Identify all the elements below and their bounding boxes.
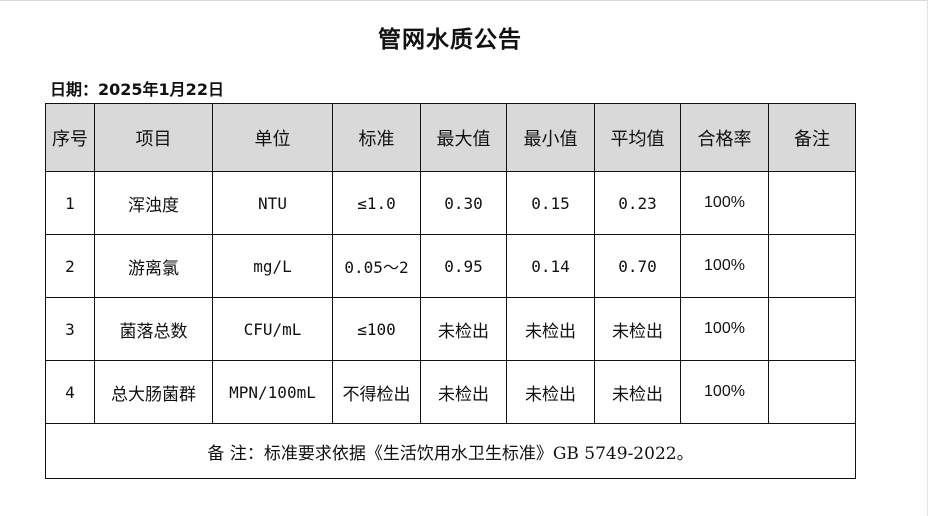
cell-item: 浑浊度 — [94, 171, 213, 235]
cell-min: 0.14 — [506, 234, 595, 298]
header-pass-rate: 合格率 — [680, 103, 769, 172]
cell-standard: ≤1.0 — [332, 171, 421, 235]
page-title: 管网水质公告 — [378, 27, 522, 53]
cell-unit: mg/L — [212, 234, 333, 298]
top-border-line — [0, 0, 928, 1]
table-row: 3 菌落总数 CFU/mL ≤100 未检出 未检出 未检出 100% — [45, 297, 856, 361]
water-quality-table: 序号 项目 单位 标准 最大值 最小值 平均值 合格率 备注 1 浑浊度 NTU… — [45, 103, 856, 479]
date-label: 日期： — [50, 80, 99, 99]
cell-min: 0.15 — [506, 171, 595, 235]
cell-remark — [768, 171, 856, 235]
cell-item: 总大肠菌群 — [94, 360, 213, 424]
cell-no: 3 — [45, 297, 95, 361]
cell-unit: NTU — [212, 171, 333, 235]
cell-item: 菌落总数 — [94, 297, 213, 361]
cell-avg: 0.70 — [594, 234, 681, 298]
note-text: 备 注：标准要求依据《生活饮用水卫生标准》GB 5749-2022。 — [45, 423, 856, 479]
cell-avg: 0.23 — [594, 171, 681, 235]
cell-max: 0.30 — [420, 171, 507, 235]
header-standard: 标准 — [332, 103, 421, 172]
header-max: 最大值 — [420, 103, 507, 172]
cell-unit: MPN/100mL — [212, 360, 333, 424]
cell-no: 2 — [45, 234, 95, 298]
note-row: 备 注：标准要求依据《生活饮用水卫生标准》GB 5749-2022。 — [45, 423, 856, 479]
cell-avg: 未检出 — [594, 360, 681, 424]
cell-standard: 0.05～2 — [332, 234, 421, 298]
header-item: 项目 — [94, 103, 213, 172]
cell-pass-rate: 100% — [680, 360, 769, 424]
cell-standard: ≤100 — [332, 297, 421, 361]
cell-pass-rate: 100% — [680, 297, 769, 361]
cell-unit: CFU/mL — [212, 297, 333, 361]
cell-remark — [768, 297, 856, 361]
header-min: 最小值 — [506, 103, 595, 172]
cell-min: 未检出 — [506, 360, 595, 424]
header-row: 序号 项目 单位 标准 最大值 最小值 平均值 合格率 备注 — [45, 103, 856, 172]
cell-remark — [768, 234, 856, 298]
cell-pass-rate: 100% — [680, 171, 769, 235]
table-row: 4 总大肠菌群 MPN/100mL 不得检出 未检出 未检出 未检出 100% — [45, 360, 856, 424]
cell-max: 未检出 — [420, 360, 507, 424]
cell-pass-rate: 100% — [680, 234, 769, 298]
date-line: 日期：2025年1月22日 — [50, 76, 224, 100]
header-unit: 单位 — [212, 103, 333, 172]
cell-no: 1 — [45, 171, 95, 235]
cell-item: 游离氯 — [94, 234, 213, 298]
table-row: 1 浑浊度 NTU ≤1.0 0.30 0.15 0.23 100% — [45, 171, 856, 235]
cell-max: 未检出 — [420, 297, 507, 361]
date-value: 2025年1月22日 — [98, 80, 224, 99]
cell-min: 未检出 — [506, 297, 595, 361]
cell-no: 4 — [45, 360, 95, 424]
cell-max: 0.95 — [420, 234, 507, 298]
header-remark: 备注 — [768, 103, 856, 172]
header-no: 序号 — [45, 103, 95, 172]
header-avg: 平均值 — [594, 103, 681, 172]
cell-standard: 不得检出 — [332, 360, 421, 424]
cell-avg: 未检出 — [594, 297, 681, 361]
table-row: 2 游离氯 mg/L 0.05～2 0.95 0.14 0.70 100% — [45, 234, 856, 298]
cell-remark — [768, 360, 856, 424]
